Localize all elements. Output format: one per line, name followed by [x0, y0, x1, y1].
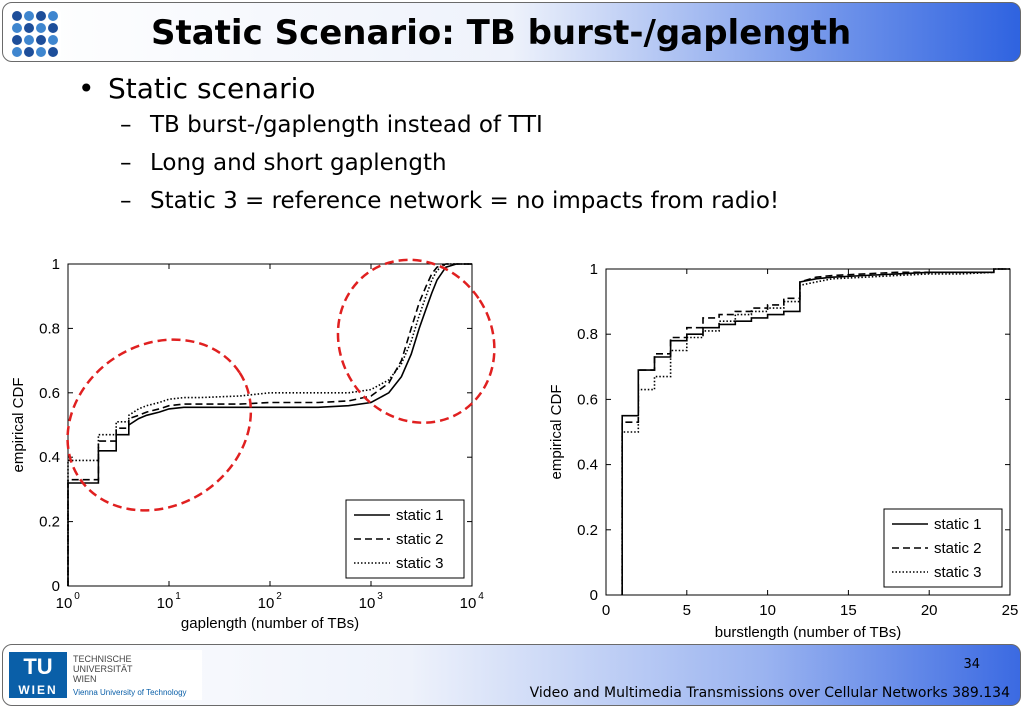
logo-dot	[36, 11, 46, 21]
logo-dot	[24, 47, 34, 57]
bullet-main-text: Static scenario	[108, 72, 316, 105]
y-tick-label: 0.2	[577, 522, 598, 539]
logo-dot	[48, 23, 58, 33]
logo-dot	[12, 47, 22, 57]
bullet-main: • Static scenario	[78, 72, 779, 112]
bullet-dot: •	[78, 72, 95, 105]
y-tick-label: 0.4	[39, 449, 60, 466]
tu-wien-logo: TU WIEN TECHNISCHE UNIVERSITÄT WIEN Vien…	[7, 650, 202, 700]
sub-bullet-text: TB burst-/gaplength instead of TTI	[150, 112, 543, 138]
x-tick-label: 10	[157, 595, 174, 612]
x-tick-label: 20	[921, 602, 938, 619]
logo-line4: Vienna University of Technology	[73, 688, 187, 697]
y-tick-label: 0.6	[39, 385, 60, 402]
sub-bullet: – Static 3 = reference network = no impac…	[78, 188, 779, 226]
logo-dot	[12, 23, 22, 33]
x-tick-exponent: 4	[478, 591, 484, 602]
sub-bullet: – Long and short gaplength	[78, 150, 779, 188]
sub-bullet-dash: –	[120, 188, 132, 214]
bullet-list: • Static scenario – TB burst-/gaplength in…	[78, 72, 779, 226]
y-tick-label: 0	[590, 587, 598, 604]
logo-dot	[24, 35, 34, 45]
slide-header: Static Scenario: TB burst-/gaplength	[2, 2, 1021, 62]
x-tick-exponent: 0	[74, 591, 80, 602]
x-tick-label: 10	[258, 595, 275, 612]
series-line-static-2	[621, 268, 1010, 595]
tu-logo-letters: TU	[23, 654, 52, 679]
y-tick-label: 1	[590, 261, 598, 278]
y-tick-label: 0.6	[577, 391, 598, 408]
y-tick-label: 0.4	[577, 457, 598, 474]
wien-logo-letters: WIEN	[18, 683, 57, 697]
logo-dot	[48, 47, 58, 57]
series-line-static-1	[621, 268, 1010, 595]
legend-label: static 2	[934, 540, 982, 557]
sub-bullet-text: Long and short gaplength	[150, 150, 447, 176]
legend-label: static 1	[934, 516, 982, 533]
logo-dot	[36, 35, 46, 45]
sub-bullet-text: Static 3 = reference network = no impact…	[150, 188, 780, 214]
logo-dot	[36, 47, 46, 57]
slide-footer: TU WIEN TECHNISCHE UNIVERSITÄT WIEN Vien…	[2, 644, 1021, 706]
highlight-ellipse	[336, 258, 496, 424]
x-tick-exponent: 1	[175, 591, 181, 602]
x-tick-label: 25	[1002, 602, 1019, 619]
x-tick-label: 10	[759, 602, 776, 619]
logo-line2: UNIVERSITÄT	[73, 664, 133, 674]
x-axis-label: gaplength (number of TBs)	[181, 615, 359, 632]
x-tick-label: 10	[359, 595, 376, 612]
x-tick-label: 0	[602, 602, 610, 619]
logo-dot	[24, 23, 34, 33]
x-tick-exponent: 2	[276, 591, 282, 602]
logo-dot	[48, 11, 58, 21]
y-tick-label: 0.8	[39, 320, 60, 337]
slide-title: Static Scenario: TB burst-/gaplength	[151, 13, 852, 53]
y-axis-label: empirical CDF	[10, 377, 27, 472]
footer-course-title: Video and Multimedia Transmissions over …	[529, 685, 1010, 701]
y-tick-label: 0	[52, 578, 60, 595]
series-line-static-1	[67, 263, 472, 586]
legend-label: static 3	[934, 564, 982, 581]
highlight-ellipse	[66, 338, 253, 512]
sub-bullet-dash: –	[120, 112, 132, 138]
x-tick-label: 15	[840, 602, 857, 619]
sub-bullet: – TB burst-/gaplength instead of TTI	[78, 112, 779, 150]
legend-label: static 3	[396, 555, 444, 572]
y-tick-label: 0.2	[39, 514, 60, 531]
logo-line3: WIEN	[73, 674, 97, 684]
university-dots-logo	[9, 8, 61, 60]
legend-label: static 1	[396, 507, 444, 524]
y-tick-label: 1	[52, 256, 60, 273]
series-line-static-3	[67, 263, 472, 586]
logo-line1: TECHNISCHE	[73, 654, 132, 664]
sub-bullet-dash: –	[120, 150, 132, 176]
logo-dot	[12, 11, 22, 21]
series-line-static-3	[621, 268, 1010, 595]
logo-dot	[36, 23, 46, 33]
y-tick-label: 0.8	[577, 326, 598, 343]
page-number: 34	[963, 657, 980, 672]
logo-dot	[24, 11, 34, 21]
x-tick-exponent: 3	[377, 591, 383, 602]
x-tick-label: 10	[56, 595, 73, 612]
x-tick-label: 5	[683, 602, 691, 619]
logo-dot	[12, 35, 22, 45]
series-line-static-2	[67, 263, 472, 586]
legend-label: static 2	[396, 531, 444, 548]
x-axis-label: burstlength (number of TBs)	[715, 624, 901, 641]
y-axis-label: empirical CDF	[548, 384, 565, 479]
logo-dot	[48, 35, 58, 45]
x-tick-label: 10	[460, 595, 477, 612]
